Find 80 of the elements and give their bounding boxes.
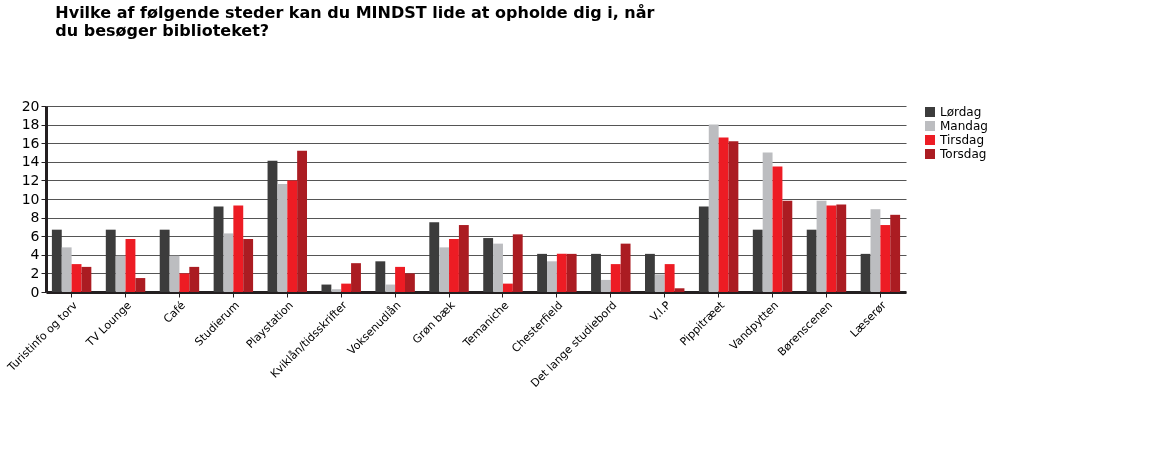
bar [351,263,361,292]
bar [429,222,440,292]
bar [880,225,891,292]
bar [297,150,308,292]
bar [404,273,415,292]
bar [61,247,72,292]
bar [159,229,170,292]
bar [752,229,763,292]
bar [341,283,352,292]
legend-label: Tirsdag [939,133,985,147]
bar [449,238,459,292]
bar [664,264,675,292]
bar [179,273,190,292]
bar [698,206,709,292]
y-tick-label: 16 [21,134,40,151]
bar [395,266,405,292]
bar [277,184,288,292]
y-tick-label: 12 [21,171,40,188]
bar [385,284,396,292]
bar [375,261,386,292]
bar [502,283,513,292]
bar [267,160,278,292]
y-tick-label: 20 [21,97,40,114]
bar [115,255,126,292]
bar [890,214,901,292]
bar [566,253,577,292]
bar [189,266,200,292]
bar [870,209,881,292]
bar [483,238,494,292]
bar [125,238,136,292]
bar [243,238,254,292]
bar [512,234,523,292]
bar [762,152,773,292]
bar [135,278,146,292]
bar [537,253,548,292]
bar [321,284,332,292]
y-tick-label: 18 [21,116,40,133]
bar [556,253,567,292]
bar [708,124,719,292]
bar [836,204,847,292]
bar [826,205,837,292]
bar [213,206,224,292]
bar [644,253,655,292]
bar [674,288,685,292]
bar [600,279,611,292]
bar [610,264,621,292]
bar [493,243,503,292]
y-tick-label: 0 [30,283,40,300]
bar [71,264,82,292]
bar [806,229,817,292]
bar [547,261,557,292]
y-tick-label: 14 [21,153,40,170]
bar [860,253,871,292]
bar [816,200,827,292]
y-tick-label: 2 [30,264,40,281]
y-tick-label: 8 [30,209,40,226]
y-tick-label: 6 [30,227,40,244]
y-tick-label: 10 [21,190,40,207]
bar [331,289,342,292]
bar [782,200,793,292]
bar [287,180,298,292]
bar [233,205,244,292]
bar [81,266,92,292]
bar [718,137,729,292]
bar [51,229,62,292]
bar [458,225,469,292]
chart-title: Hvilke af følgende steder kan du MINDST lide at opholde dig i, når du besøger biblioteket? [55,3,655,40]
bar [620,243,631,292]
bar [169,255,180,292]
bar [105,229,116,292]
legend-label: Torsdag [939,147,987,161]
legend-label: Lørdag [940,105,982,119]
bar [591,253,601,292]
bar [772,166,783,292]
y-tick-label: 4 [30,246,40,263]
bar [728,141,739,292]
bar [654,274,665,292]
legend-label: Mandag [940,119,988,133]
bar [439,247,450,292]
bar [223,233,234,292]
